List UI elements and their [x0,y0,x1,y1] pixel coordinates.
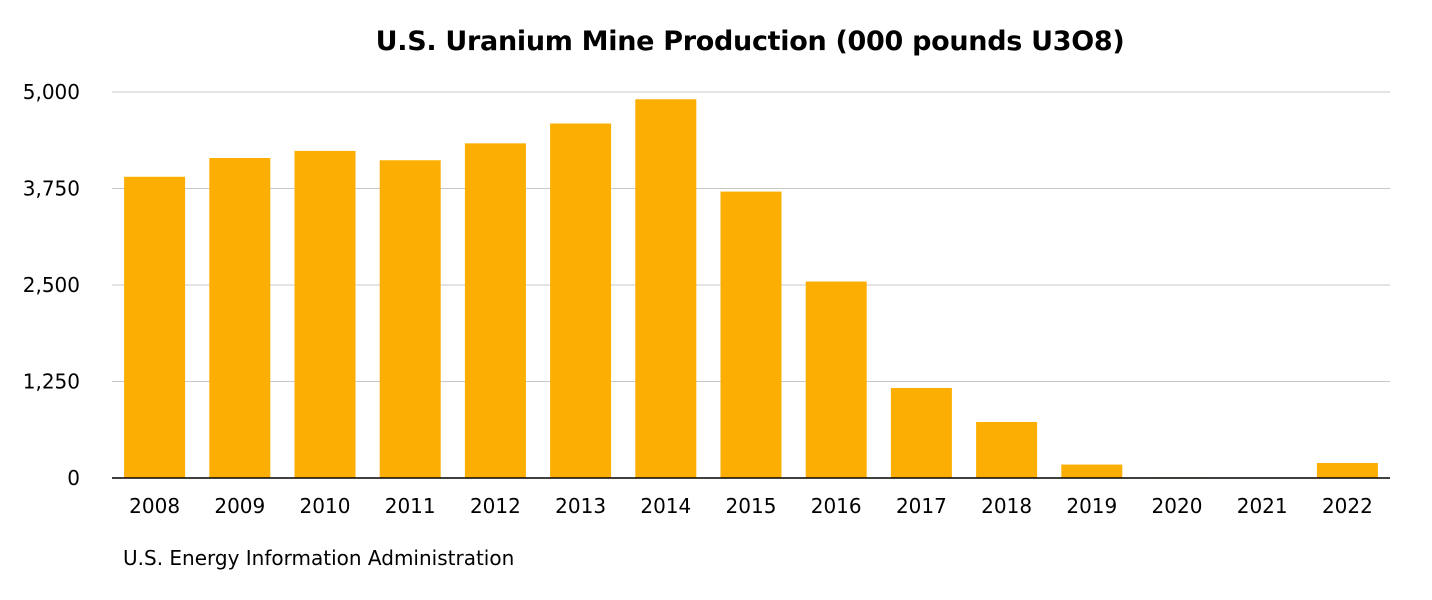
x-tick-label: 2010 [300,494,351,518]
x-tick-labels: 2008 2009 2010 2011 2012 2013 2014 2015 2016 2017… [129,494,1373,518]
x-tick-label: 2017 [896,494,947,518]
bar-2016 [805,281,867,478]
x-tick-label: 2016 [811,494,862,518]
bar-2019 [1061,464,1123,478]
y-tick-label: 1,250 [23,370,80,394]
source-note: U.S. Energy Information Administration [123,546,515,570]
bar-2015 [720,191,782,478]
bar-2009 [209,158,271,479]
x-tick-label: 2018 [981,494,1032,518]
bar-2008 [124,176,186,478]
x-tick-label: 2011 [385,494,436,518]
x-tick-label: 2020 [1152,494,1203,518]
x-tick-label: 2022 [1322,494,1373,518]
y-tick-label: 5,000 [23,80,80,104]
x-tick-label: 2015 [726,494,777,518]
bar-2017 [890,387,952,478]
x-tick-label: 2013 [555,494,606,518]
y-tick-labels: 0 1,250 2,500 3,750 5,000 [23,80,80,490]
bar-2010 [294,150,356,478]
x-tick-label: 2012 [470,494,521,518]
bar-2014 [635,99,697,478]
bar-2012 [464,143,526,478]
x-tick-label: 2009 [214,494,265,518]
x-tick-label: 2019 [1066,494,1117,518]
bar-2022 [1316,463,1378,478]
x-tick-label: 2014 [640,494,691,518]
chart-title: U.S. Uranium Mine Production (000 pounds… [375,26,1125,57]
bars [124,99,1378,479]
y-tick-label: 3,750 [23,177,80,201]
x-tick-label: 2008 [129,494,180,518]
y-tick-label: 0 [67,466,80,490]
x-tick-label: 2021 [1237,494,1288,518]
bar-2011 [379,160,441,478]
bar-2018 [976,421,1038,478]
y-tick-label: 2,500 [23,273,80,297]
bar-2013 [550,123,612,479]
